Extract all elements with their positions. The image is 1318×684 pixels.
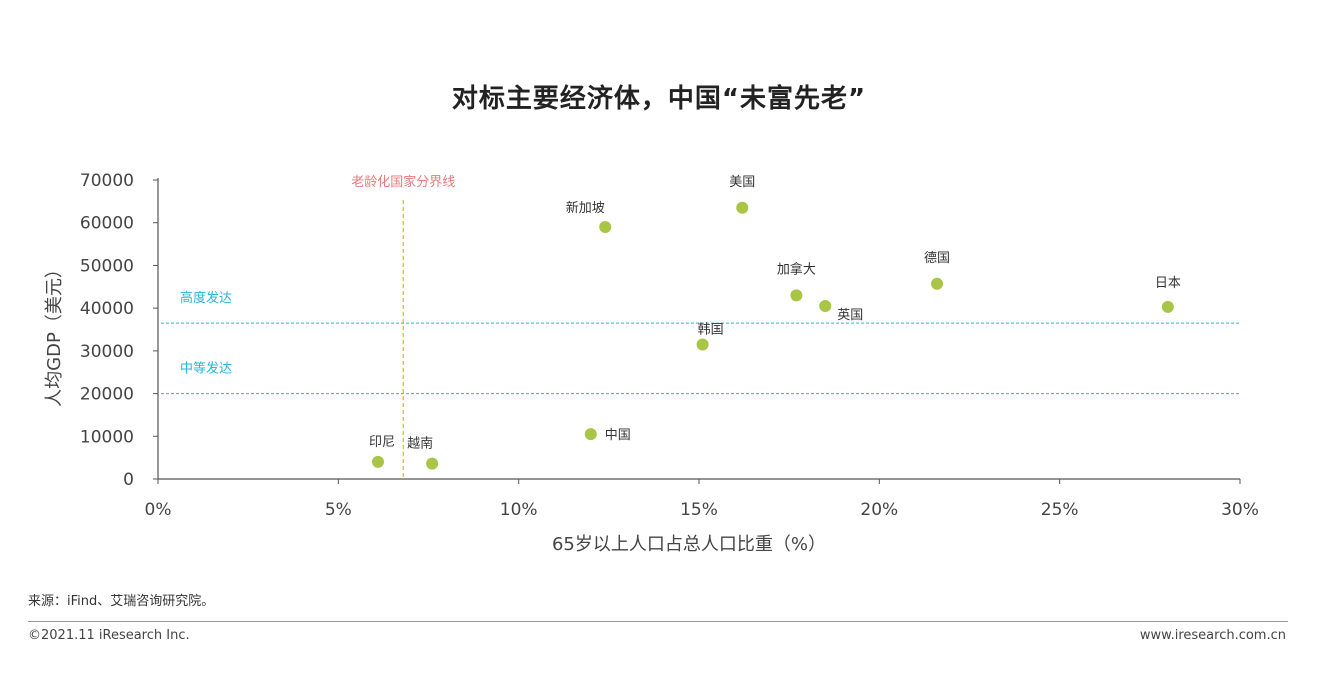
y-tick-label: 0 [123,470,134,490]
chart-title: 对标主要经济体，中国“未富先老” [451,84,867,114]
point-label: 德国 [924,251,950,266]
point-label: 加拿大 [777,261,816,277]
point-label: 韩国 [698,322,724,337]
footer-divider [28,621,1288,622]
point-label: 越南 [407,436,433,452]
data-point[interactable] [931,277,944,290]
x-tick-label: 20% [860,500,898,520]
x-tick-label: 5% [325,500,352,520]
data-point[interactable] [790,289,803,302]
reference-line-label: 中等发达 [180,361,232,377]
y-tick-label: 30000 [80,342,134,362]
y-tick-label: 40000 [80,299,134,319]
point-label: 印尼 [369,435,395,450]
reference-line-label: 高度发达 [180,290,232,306]
y-axis-title: 人均GDP（美元） [44,260,65,407]
source-note: 来源：iFind、艾瑞咨询研究院。 [28,594,215,609]
point-label: 新加坡 [566,200,605,216]
data-point[interactable] [372,455,385,468]
y-tick-label: 70000 [80,171,134,191]
point-label: 美国 [729,175,755,190]
data-point[interactable] [696,338,709,351]
x-tick-label: 10% [500,500,538,520]
reference-line-label: 老龄化国家分界线 [351,174,455,190]
data-point[interactable] [584,428,597,441]
data-point[interactable] [1161,300,1174,313]
axes: 0 10000 20000 30000 40000 50000 60000 70000 0% 5%… [80,171,1259,520]
data-point[interactable] [426,457,439,470]
x-tick-label: 25% [1041,500,1079,520]
y-tick-label: 10000 [80,427,134,447]
y-tick-label: 60000 [80,214,134,234]
copyright: ©2021.11 iResearch Inc. [28,628,190,643]
y-tick-label: 20000 [80,385,134,405]
point-label: 英国 [837,308,863,323]
data-point[interactable] [599,220,612,233]
y-tick-label: 50000 [80,256,134,276]
x-tick-label: 30% [1221,500,1259,520]
x-tick-label: 0% [145,500,172,520]
x-axis-title: 65岁以上人口占总人口比重（%） [552,534,826,555]
x-tick-label: 15% [680,500,718,520]
data-point[interactable] [736,201,749,214]
point-label: 中国 [605,428,631,443]
data-point[interactable] [819,300,832,313]
point-label: 日本 [1155,276,1181,291]
website-link[interactable]: www.iresearch.com.cn [1139,628,1286,643]
